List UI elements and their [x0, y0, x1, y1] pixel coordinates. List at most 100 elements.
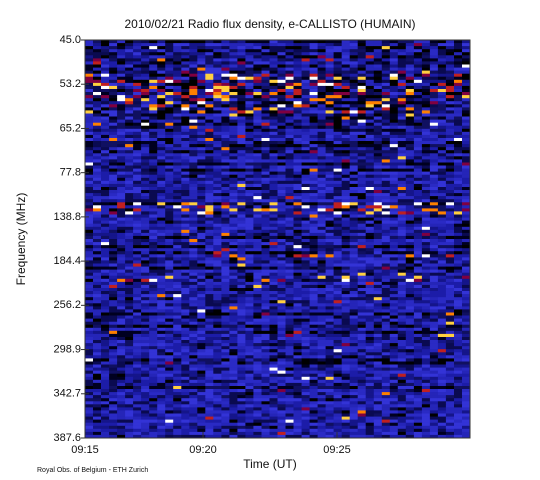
spectrogram-cell — [141, 239, 150, 243]
spectrogram-cell — [454, 156, 463, 160]
spectrogram-cell — [437, 95, 447, 99]
spectrogram-cell — [269, 217, 278, 221]
spectrogram-cell — [245, 55, 254, 59]
spectrogram-cell — [125, 275, 134, 280]
spectrogram-cell — [365, 144, 374, 148]
spectrogram-cell — [133, 340, 142, 344]
spectrogram-cell — [181, 193, 190, 197]
spectrogram-cell — [301, 150, 310, 154]
spectrogram-cell — [245, 352, 254, 356]
spectrogram-cell — [205, 330, 214, 335]
spectrogram-cell — [285, 67, 294, 71]
spectrogram-cell — [109, 235, 118, 240]
spectrogram-cell — [333, 180, 342, 185]
spectrogram-cell — [389, 340, 399, 344]
spectrogram-cell — [101, 150, 110, 154]
spectrogram-cell — [462, 58, 471, 62]
spectrogram-cell — [213, 79, 222, 84]
spectrogram-cell — [397, 284, 407, 289]
spectrogram-cell — [141, 85, 150, 90]
spectrogram-cell — [301, 242, 310, 246]
spectrogram-cell — [197, 183, 206, 188]
spectrogram-cell — [405, 67, 415, 71]
spectrogram-cell — [93, 168, 102, 172]
spectrogram-cell — [285, 171, 294, 175]
spectrogram-cell — [333, 190, 342, 194]
spectrogram-cell — [373, 235, 383, 240]
spectrogram-cell — [189, 183, 198, 188]
spectrogram-cell — [389, 260, 399, 264]
spectrogram-cell — [429, 199, 439, 203]
spectrogram-cell — [253, 55, 262, 59]
spectrogram-cell — [221, 312, 230, 316]
spectrogram-cell — [317, 257, 326, 261]
spectrogram-cell — [165, 61, 174, 65]
spectrogram-cell — [349, 101, 358, 105]
spectrogram-cell — [173, 235, 182, 240]
spectrogram-cell — [253, 312, 262, 316]
spectrogram-cell — [454, 330, 463, 335]
spectrogram-cell — [269, 193, 278, 197]
spectrogram-cell — [157, 138, 166, 142]
spectrogram-cell — [301, 92, 310, 96]
spectrogram-cell — [125, 162, 134, 166]
spectrogram-cell — [269, 333, 278, 338]
spectrogram-cell — [221, 55, 230, 59]
spectrogram-cell — [421, 355, 431, 359]
spectrogram-cell — [261, 58, 270, 62]
spectrogram-cell — [365, 101, 374, 105]
spectrogram-cell — [373, 171, 383, 175]
spectrogram-cell — [237, 141, 246, 145]
spectrogram-cell — [381, 205, 391, 209]
spectrogram-cell — [141, 104, 150, 108]
spectrogram-cell — [341, 239, 350, 243]
spectrogram-cell — [341, 107, 350, 111]
spectrogram-cell — [357, 49, 366, 53]
spectrogram-cell — [405, 297, 415, 301]
spectrogram-cell — [253, 156, 262, 160]
spectrogram-cell — [205, 245, 214, 249]
spectrogram-cell — [101, 294, 110, 298]
spectrogram-cell — [293, 235, 302, 240]
spectrogram-cell — [325, 330, 334, 335]
spectrogram-cell — [285, 315, 294, 319]
spectrogram-cell — [109, 202, 118, 206]
spectrogram-cell — [397, 202, 407, 206]
spectrogram-cell — [445, 58, 455, 62]
spectrogram-cell — [421, 284, 431, 289]
spectrogram-cell — [429, 291, 439, 295]
spectrogram-cell — [341, 288, 350, 292]
spectrogram-cell — [189, 352, 198, 356]
spectrogram-cell — [357, 153, 366, 157]
spectrogram-cell — [133, 76, 142, 81]
spectrogram-cell — [285, 73, 294, 78]
spectrogram-cell — [325, 315, 334, 319]
spectrogram-cell — [437, 101, 447, 105]
spectrogram-cell — [261, 76, 270, 81]
spectrogram-cell — [93, 239, 102, 243]
spectrogram-cell — [141, 150, 150, 154]
spectrogram-cell — [149, 177, 158, 182]
spectrogram-cell — [373, 113, 383, 117]
spectrogram-cell — [413, 223, 423, 228]
spectrogram-cell — [157, 98, 166, 102]
spectrogram-cell — [333, 321, 342, 326]
spectrogram-cell — [349, 107, 358, 111]
spectrogram-cell — [253, 269, 262, 273]
spectrogram-cell — [237, 251, 246, 255]
spectrogram-cell — [454, 260, 463, 264]
spectrogram-cell — [413, 168, 423, 172]
spectrogram-cell — [421, 92, 431, 96]
spectrogram-cell — [349, 272, 358, 277]
spectrogram-cell — [301, 165, 310, 169]
spectrogram-cell — [181, 343, 190, 347]
spectrogram-cell — [245, 214, 254, 218]
spectrogram-cell — [285, 40, 294, 44]
spectrogram-cell — [421, 333, 431, 338]
spectrogram-cell — [381, 202, 391, 206]
spectrogram-cell — [389, 141, 399, 145]
spectrogram-cell — [149, 64, 158, 68]
spectrogram-cell — [165, 98, 174, 102]
spectrogram-cell — [101, 116, 110, 120]
spectrogram-cell — [101, 223, 110, 228]
